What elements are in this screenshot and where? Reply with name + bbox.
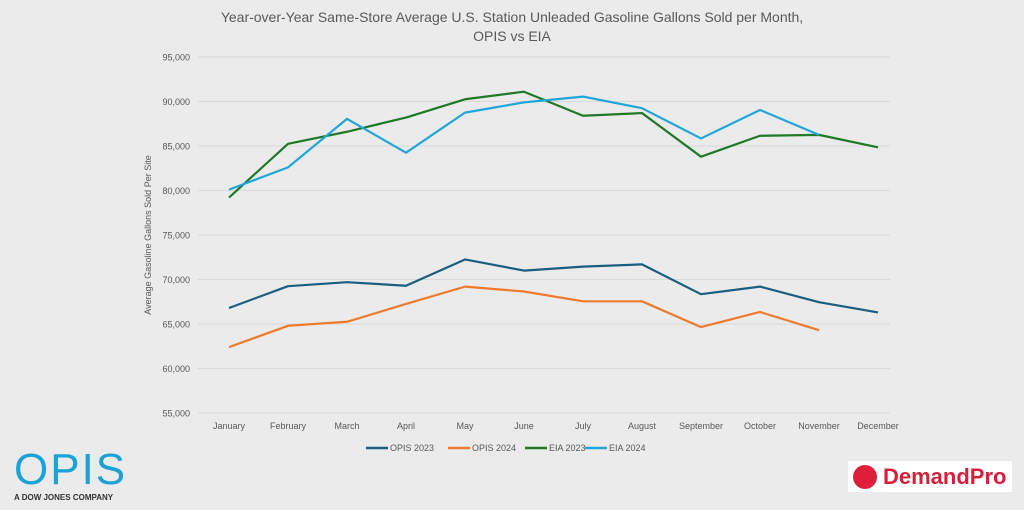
- opis-logo: OPIS A DOW JONES COMPANY: [14, 445, 128, 503]
- y-tick-label: 75,000: [162, 231, 190, 241]
- line-chart: 55,000 60,000 65,000 70,000 75,000 80,000 85,0…: [143, 53, 899, 454]
- y-tick-label: 95,000: [162, 53, 190, 63]
- x-tick-label: August: [628, 421, 657, 431]
- x-tick-label: March: [334, 421, 359, 431]
- title-line-1: Year-over-Year Same-Store Average U.S. S…: [220, 9, 804, 25]
- x-tick-label: June: [514, 421, 534, 431]
- series-line-opis-2024: [228, 285, 820, 349]
- chart-title: Year-over-Year Same-Store Average U.S. S…: [0, 8, 1024, 46]
- x-tick-label: January: [213, 421, 246, 431]
- series-line-eia-2024: [228, 95, 820, 191]
- x-tick-label: December: [857, 421, 899, 431]
- opis-logo-text: OPIS: [14, 445, 128, 494]
- series-line-opis-2023: [228, 258, 879, 314]
- series-line-eia-2023: [228, 90, 879, 199]
- opis-logo-subtitle: A DOW JONES COMPANY: [14, 493, 114, 502]
- legend-label: OPIS 2023: [390, 443, 434, 453]
- x-tick-label: May: [456, 421, 474, 431]
- y-tick-label: 85,000: [162, 142, 190, 152]
- x-tick-label: October: [744, 421, 776, 431]
- x-tick-label: April: [397, 421, 415, 431]
- legend-label: EIA 2023: [549, 443, 586, 453]
- x-tick-label: November: [798, 421, 840, 431]
- trend-chart-icon: [853, 464, 877, 489]
- x-tick-label: July: [575, 421, 592, 431]
- x-tick-label: September: [679, 421, 723, 431]
- demandpro-logo: DemandPro: [848, 461, 1012, 492]
- legend-label: EIA 2024: [609, 443, 646, 453]
- legend-label: OPIS 2024: [472, 443, 516, 453]
- title-line-2: OPIS vs EIA: [473, 28, 551, 44]
- y-tick-label: 60,000: [162, 364, 190, 374]
- y-axis-label: Average Gasoline Gallons Sold Per Site: [143, 155, 153, 314]
- x-tick-label: February: [270, 421, 307, 431]
- y-tick-label: 65,000: [162, 320, 190, 330]
- y-tick-label: 90,000: [162, 97, 190, 107]
- y-tick-label: 70,000: [162, 275, 190, 285]
- y-tick-label: 55,000: [162, 409, 190, 419]
- demandpro-logo-text: DemandPro: [883, 463, 1007, 489]
- y-tick-label: 80,000: [162, 186, 190, 196]
